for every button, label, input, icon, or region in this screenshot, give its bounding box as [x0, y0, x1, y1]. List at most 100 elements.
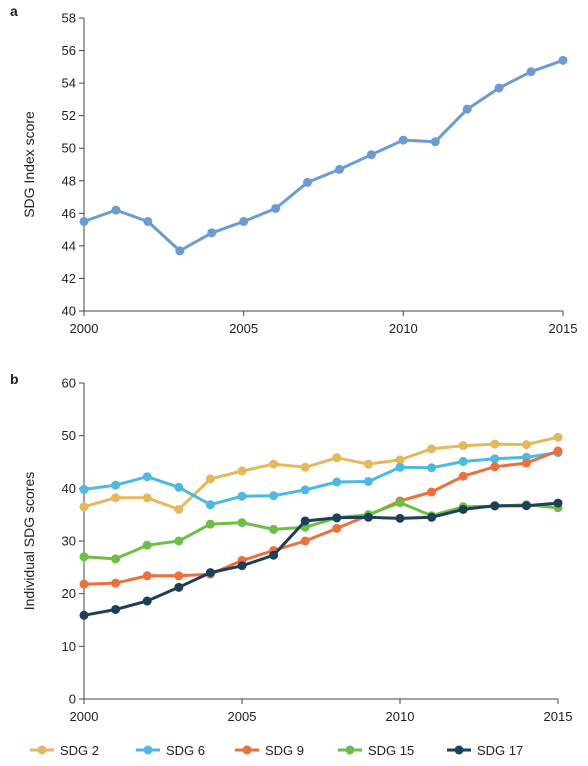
data-point-sdg-17 — [79, 610, 89, 620]
x-tick-label: 2010 — [389, 321, 418, 336]
data-point-sdg-17 — [427, 512, 437, 522]
data-point-sdg-6 — [458, 456, 468, 466]
series-line-sdg-2 — [83, 435, 559, 511]
data-point-sdg-17 — [300, 516, 310, 526]
data-point-sdg-2 — [142, 493, 152, 503]
legend-marker-sdg-17 — [454, 745, 464, 755]
data-point-sdg-9 — [553, 446, 563, 456]
data-point-sdg-15 — [79, 552, 89, 562]
data-point-sdg-index — [175, 246, 185, 256]
data-point-sdg-9 — [332, 523, 342, 533]
data-point-sdg-index — [207, 228, 217, 238]
data-point-sdg-17 — [269, 550, 279, 560]
data-point-sdg-6 — [142, 472, 152, 482]
legend-marker-sdg-2 — [37, 745, 47, 755]
data-point-sdg-17 — [142, 596, 152, 606]
y-tick-label: 10 — [62, 639, 76, 654]
data-point-sdg-9 — [427, 487, 437, 497]
data-point-sdg-2 — [521, 440, 531, 450]
data-point-sdg-9 — [458, 471, 468, 481]
data-point-sdg-index — [239, 216, 249, 226]
y-tick-label: 46 — [62, 206, 76, 221]
data-point-sdg-9 — [111, 578, 121, 588]
data-point-sdg-2 — [458, 441, 468, 451]
y-axis-label: Individual SDG scores — [21, 472, 37, 611]
data-point-sdg-15 — [395, 498, 405, 508]
data-point-sdg-2 — [237, 466, 247, 476]
data-point-sdg-2 — [363, 459, 373, 469]
data-point-sdg-index — [303, 177, 313, 187]
data-point-sdg-9 — [521, 458, 531, 468]
data-point-sdg-index — [558, 55, 568, 65]
data-point-sdg-2 — [395, 455, 405, 465]
legend-marker-sdg-15 — [345, 745, 355, 755]
legend-label-sdg-2: SDG 2 — [60, 743, 99, 758]
x-tick-label: 2005 — [228, 709, 257, 724]
data-point-sdg-9 — [490, 462, 500, 472]
series-line-sdg-15 — [83, 501, 559, 561]
y-tick-label: 40 — [62, 481, 76, 496]
y-axis-label: SDG Index score — [21, 111, 37, 218]
data-point-sdg-9 — [79, 579, 89, 589]
data-point-sdg-15 — [111, 554, 121, 564]
data-point-sdg-6 — [300, 485, 310, 495]
series-line-sdg-index — [83, 58, 564, 253]
data-point-sdg-2 — [427, 444, 437, 454]
series-line-sdg-6 — [83, 451, 559, 507]
data-point-sdg-index — [494, 83, 504, 93]
y-tick-label: 20 — [62, 586, 76, 601]
x-tick-label: 2015 — [549, 321, 578, 336]
panel-b-chart: 0 10 20 30 40 50 60 2000 2005 2010 2015 Individual … — [21, 376, 572, 725]
data-point-sdg-index — [366, 150, 376, 160]
x-tick-label: 2015 — [544, 709, 573, 724]
data-point-sdg-2 — [79, 502, 89, 512]
data-point-sdg-index — [526, 67, 536, 77]
data-point-sdg-index — [398, 135, 408, 145]
legend-marker-sdg-9 — [242, 745, 252, 755]
data-point-sdg-2 — [553, 432, 563, 442]
data-point-sdg-15 — [237, 518, 247, 528]
data-point-sdg-2 — [174, 504, 184, 514]
data-point-sdg-2 — [490, 439, 500, 449]
y-tick-label: 50 — [62, 428, 76, 443]
series-line-sdg-17 — [83, 501, 559, 617]
y-tick-label: 40 — [62, 304, 76, 319]
data-point-sdg-15 — [269, 524, 279, 534]
y-tick-label: 30 — [62, 534, 76, 549]
y-tick-label: 44 — [62, 238, 76, 253]
data-point-sdg-index — [430, 137, 440, 147]
x-tick-label: 2000 — [70, 321, 99, 336]
legend-label-sdg-17: SDG 17 — [477, 743, 523, 758]
y-tick-label: 0 — [69, 692, 76, 707]
data-point-sdg-6 — [237, 491, 247, 501]
data-point-sdg-2 — [111, 493, 121, 503]
data-point-sdg-6 — [427, 463, 437, 473]
legend-label-sdg-6: SDG 6 — [166, 743, 205, 758]
data-point-sdg-17 — [174, 582, 184, 592]
data-point-sdg-17 — [363, 512, 373, 522]
data-point-sdg-2 — [300, 462, 310, 472]
y-tick-label: 50 — [62, 141, 76, 156]
data-point-sdg-2 — [269, 459, 279, 469]
y-tick-label: 60 — [62, 376, 76, 391]
data-point-sdg-17 — [553, 498, 563, 508]
data-point-sdg-6 — [111, 480, 121, 490]
data-point-sdg-17 — [332, 513, 342, 523]
data-point-sdg-index — [334, 164, 344, 174]
data-point-sdg-17 — [521, 501, 531, 511]
data-point-sdg-15 — [174, 536, 184, 546]
data-point-sdg-6 — [174, 482, 184, 492]
data-point-sdg-6 — [269, 491, 279, 501]
data-point-sdg-index — [143, 216, 153, 226]
legend-label-sdg-9: SDG 9 — [265, 743, 304, 758]
y-tick-label: 58 — [62, 11, 76, 26]
data-point-sdg-15 — [205, 519, 215, 529]
data-point-sdg-6 — [363, 476, 373, 486]
legend-marker-sdg-6 — [143, 745, 153, 755]
series-line-sdg-9 — [83, 449, 559, 586]
data-point-sdg-6 — [490, 454, 500, 464]
data-point-sdg-6 — [332, 477, 342, 487]
data-point-sdg-index — [111, 205, 121, 215]
data-point-sdg-2 — [205, 474, 215, 484]
